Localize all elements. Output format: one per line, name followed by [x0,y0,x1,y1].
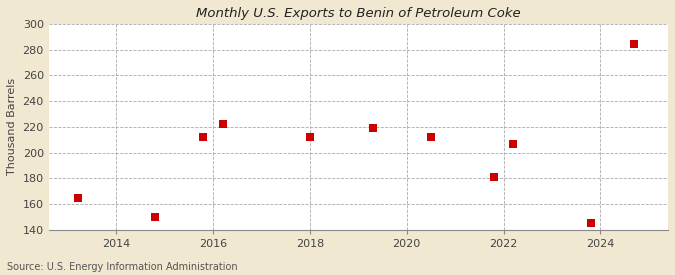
Text: Source: U.S. Energy Information Administration: Source: U.S. Energy Information Administ… [7,262,238,272]
Point [217,122,228,127]
Point [150,215,161,219]
Point [304,135,315,139]
Point [508,141,518,146]
Point [367,126,378,130]
Point [489,175,500,179]
Y-axis label: Thousand Barrels: Thousand Barrels [7,78,17,175]
Point [198,135,209,139]
Title: Monthly U.S. Exports to Benin of Petroleum Coke: Monthly U.S. Exports to Benin of Petrole… [196,7,520,20]
Point [585,221,596,226]
Point [425,135,436,139]
Point [72,196,83,200]
Point [629,42,640,47]
